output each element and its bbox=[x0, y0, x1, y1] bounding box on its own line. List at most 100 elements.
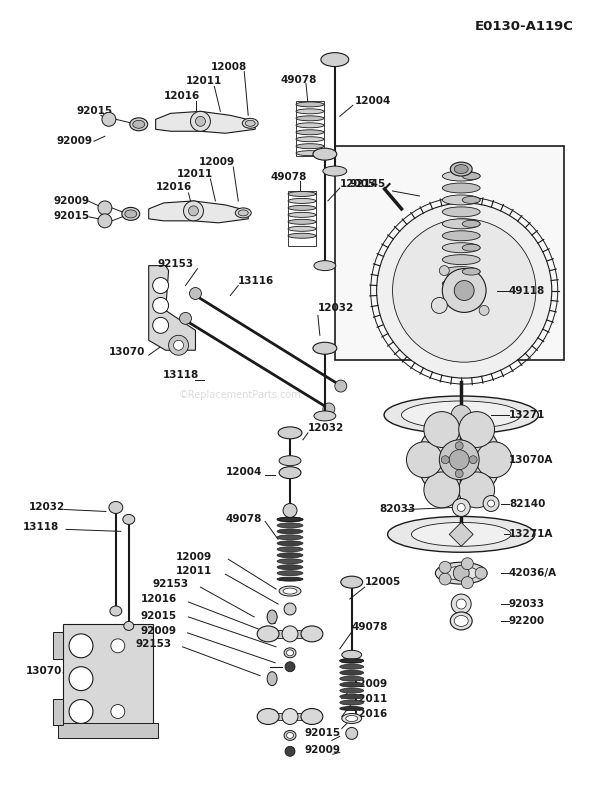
Circle shape bbox=[439, 561, 451, 573]
Ellipse shape bbox=[301, 708, 323, 724]
Ellipse shape bbox=[411, 522, 511, 546]
Circle shape bbox=[111, 639, 125, 653]
Ellipse shape bbox=[442, 279, 480, 288]
Text: 49078: 49078 bbox=[225, 514, 262, 525]
Ellipse shape bbox=[296, 137, 324, 142]
Ellipse shape bbox=[277, 577, 303, 581]
Ellipse shape bbox=[444, 566, 478, 580]
Ellipse shape bbox=[450, 162, 472, 176]
Circle shape bbox=[439, 573, 451, 585]
Text: 13271: 13271 bbox=[509, 410, 545, 420]
Polygon shape bbox=[149, 266, 195, 350]
Ellipse shape bbox=[301, 626, 323, 642]
Circle shape bbox=[98, 201, 112, 215]
Ellipse shape bbox=[277, 552, 303, 558]
Ellipse shape bbox=[283, 588, 297, 594]
Text: 92153: 92153 bbox=[158, 259, 194, 268]
Text: 12032: 12032 bbox=[308, 423, 344, 433]
Ellipse shape bbox=[462, 197, 480, 204]
Text: 12008: 12008 bbox=[211, 61, 247, 72]
Ellipse shape bbox=[125, 210, 137, 218]
Ellipse shape bbox=[277, 535, 303, 540]
Circle shape bbox=[456, 599, 466, 609]
Circle shape bbox=[98, 214, 112, 228]
Polygon shape bbox=[53, 632, 63, 659]
Ellipse shape bbox=[296, 102, 324, 107]
Bar bbox=[296, 101, 324, 156]
Ellipse shape bbox=[245, 120, 255, 127]
Ellipse shape bbox=[277, 517, 303, 522]
Circle shape bbox=[323, 403, 335, 415]
Text: 13116: 13116 bbox=[238, 275, 274, 286]
Circle shape bbox=[183, 201, 204, 220]
Ellipse shape bbox=[277, 571, 303, 576]
Text: 12004: 12004 bbox=[225, 466, 262, 477]
Ellipse shape bbox=[340, 659, 363, 663]
Circle shape bbox=[483, 496, 499, 512]
Circle shape bbox=[169, 335, 188, 355]
Text: 12009: 12009 bbox=[176, 552, 212, 562]
Text: 12009: 12009 bbox=[198, 157, 235, 167]
Ellipse shape bbox=[288, 198, 316, 204]
Ellipse shape bbox=[462, 220, 480, 228]
Text: 13070: 13070 bbox=[109, 347, 145, 357]
Ellipse shape bbox=[313, 342, 337, 354]
Circle shape bbox=[282, 708, 298, 724]
Ellipse shape bbox=[340, 676, 363, 681]
Circle shape bbox=[442, 268, 486, 312]
Ellipse shape bbox=[277, 517, 303, 521]
Text: 92200: 92200 bbox=[509, 616, 545, 626]
Ellipse shape bbox=[346, 716, 358, 721]
Circle shape bbox=[282, 626, 298, 642]
Text: 82140: 82140 bbox=[509, 498, 545, 509]
Ellipse shape bbox=[454, 615, 468, 626]
Ellipse shape bbox=[277, 564, 303, 570]
Circle shape bbox=[335, 380, 347, 392]
Text: 12009: 12009 bbox=[352, 679, 388, 689]
Circle shape bbox=[440, 266, 449, 275]
Polygon shape bbox=[149, 201, 248, 223]
Circle shape bbox=[453, 498, 470, 517]
Circle shape bbox=[392, 219, 536, 362]
Text: 12016: 12016 bbox=[141, 594, 177, 604]
Text: 12011: 12011 bbox=[185, 76, 222, 87]
Ellipse shape bbox=[238, 210, 248, 216]
Ellipse shape bbox=[110, 606, 122, 616]
Ellipse shape bbox=[287, 650, 293, 656]
Ellipse shape bbox=[279, 586, 301, 596]
Ellipse shape bbox=[257, 626, 279, 642]
Circle shape bbox=[451, 594, 471, 614]
Circle shape bbox=[376, 203, 552, 378]
Text: 92015: 92015 bbox=[305, 728, 341, 739]
Ellipse shape bbox=[242, 119, 258, 128]
Ellipse shape bbox=[296, 144, 324, 149]
Circle shape bbox=[449, 450, 469, 470]
Text: 92009: 92009 bbox=[56, 136, 92, 146]
Circle shape bbox=[441, 456, 449, 464]
Circle shape bbox=[102, 112, 116, 127]
Text: ©ReplacementParts.com: ©ReplacementParts.com bbox=[179, 390, 301, 400]
Ellipse shape bbox=[296, 109, 324, 114]
Text: 49078: 49078 bbox=[280, 75, 316, 84]
Ellipse shape bbox=[288, 233, 316, 238]
Ellipse shape bbox=[323, 166, 347, 176]
Ellipse shape bbox=[287, 732, 293, 739]
Circle shape bbox=[153, 298, 169, 314]
Text: 49118: 49118 bbox=[509, 286, 545, 295]
Circle shape bbox=[69, 667, 93, 691]
Bar bbox=[58, 724, 158, 739]
Ellipse shape bbox=[384, 396, 538, 434]
Ellipse shape bbox=[235, 208, 251, 218]
Ellipse shape bbox=[124, 622, 134, 630]
Text: 12016: 12016 bbox=[352, 708, 388, 719]
Ellipse shape bbox=[278, 427, 302, 439]
Text: 92033: 92033 bbox=[509, 599, 545, 609]
Circle shape bbox=[69, 700, 93, 724]
Ellipse shape bbox=[313, 148, 337, 160]
Ellipse shape bbox=[462, 173, 480, 180]
Ellipse shape bbox=[462, 244, 480, 252]
Ellipse shape bbox=[340, 658, 363, 663]
Circle shape bbox=[487, 500, 494, 507]
Ellipse shape bbox=[341, 576, 363, 588]
Text: 12016: 12016 bbox=[163, 92, 200, 101]
